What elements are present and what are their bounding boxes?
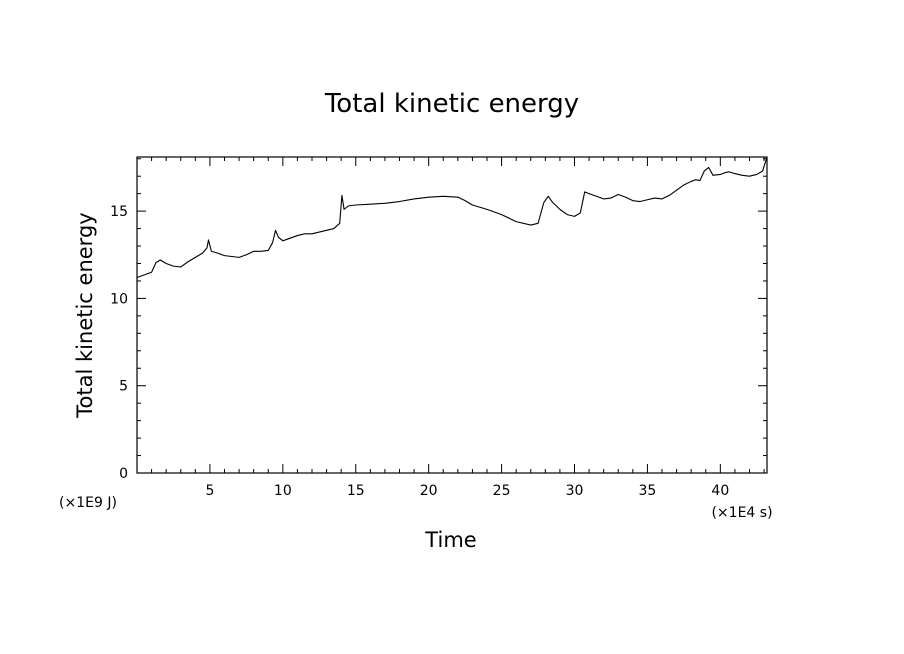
x-axis-label: Time xyxy=(424,528,476,552)
x-tick-label: 10 xyxy=(274,483,292,499)
y-tick-label: 5 xyxy=(119,379,128,395)
x-tick-label: 35 xyxy=(639,483,657,499)
plot-frame xyxy=(136,156,768,474)
y-unit-label: (×1E9 J) xyxy=(59,495,117,511)
y-tick-label: 10 xyxy=(110,291,128,307)
x-tick-label: 5 xyxy=(205,483,214,499)
x-tick-label: 20 xyxy=(420,483,438,499)
x-unit-label: (×1E4 s) xyxy=(711,505,772,521)
chart-title: Total kinetic energy xyxy=(324,89,579,119)
y-tick-label: 15 xyxy=(110,204,128,220)
y-tick-label: 0 xyxy=(119,466,128,482)
x-tick-label: 15 xyxy=(347,483,365,499)
x-tick-label: 25 xyxy=(493,483,511,499)
x-tick-label: 30 xyxy=(566,483,584,499)
x-tick-label: 40 xyxy=(711,483,729,499)
plot-area: 5 10 15 20 25 30 35 40 0 5 10 15 xyxy=(110,156,768,499)
series-line xyxy=(136,156,768,278)
y-axis-label: Total kinetic energy xyxy=(73,212,97,418)
